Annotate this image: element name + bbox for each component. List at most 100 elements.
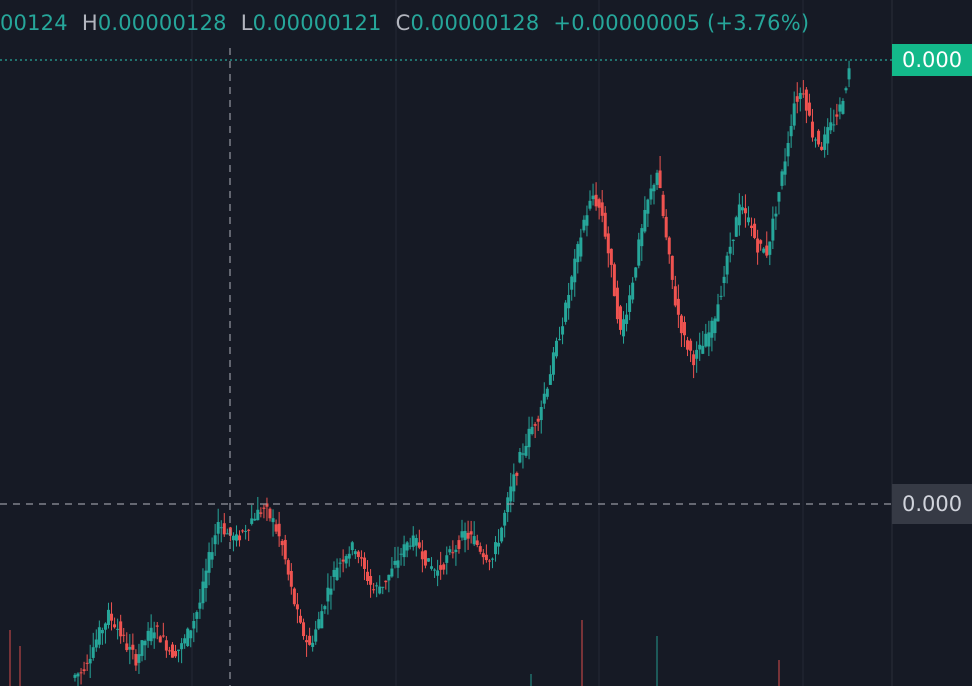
candle-body — [204, 570, 208, 589]
candle-body — [426, 558, 430, 562]
candle-body — [76, 673, 80, 677]
candle-body — [734, 217, 738, 237]
candle-body — [832, 124, 836, 126]
candle-body — [298, 615, 302, 623]
candle-body — [512, 474, 516, 492]
candle-body — [603, 212, 607, 237]
candle-body — [558, 339, 562, 341]
candle-body — [652, 184, 656, 192]
candle-body — [436, 570, 440, 576]
candle-body — [567, 294, 571, 309]
candle-body — [710, 320, 714, 338]
candle-body — [302, 622, 306, 637]
candle-body — [646, 199, 650, 214]
candle-body — [103, 623, 107, 630]
volume-bar — [778, 660, 780, 686]
candle-body — [442, 564, 446, 570]
candle-body — [122, 634, 126, 636]
candle-body — [542, 393, 546, 404]
candle-body — [618, 306, 622, 330]
candle-body — [91, 647, 95, 658]
low-label: L — [240, 11, 253, 35]
candle-body — [161, 635, 165, 637]
candle-body — [628, 295, 632, 312]
candle-body — [149, 627, 153, 642]
candle-body — [679, 315, 683, 334]
candle-body — [167, 650, 171, 652]
candle-body — [731, 239, 735, 241]
candle-body — [591, 195, 595, 200]
candle-body — [192, 621, 196, 629]
candle-body — [423, 550, 427, 566]
candle-body — [719, 295, 723, 297]
candle-body — [497, 542, 501, 547]
candle-body — [259, 512, 263, 514]
candle-body — [457, 540, 461, 549]
crosshair-price-tag: 0.000 — [892, 484, 972, 524]
candle-body — [238, 535, 242, 541]
candle-body — [686, 340, 690, 350]
candle-body — [548, 374, 552, 385]
close-label: C — [395, 11, 411, 35]
candle-body — [466, 532, 470, 539]
candle-body — [152, 632, 156, 639]
candle-body — [131, 644, 135, 650]
candle-body — [795, 96, 799, 102]
candle-body — [137, 654, 141, 663]
candle-body — [533, 424, 537, 426]
candle-body — [344, 556, 348, 564]
candle-body — [847, 68, 851, 80]
candle-body — [643, 209, 647, 232]
candle-body — [487, 560, 491, 562]
candle-body — [640, 228, 644, 247]
candle-body — [323, 606, 327, 610]
candle-body — [79, 672, 83, 674]
candle-body — [381, 586, 385, 588]
candle-body — [390, 568, 394, 577]
candle-body — [771, 218, 775, 241]
candle-body — [612, 264, 616, 297]
candle-body — [698, 344, 702, 350]
candle-body — [551, 352, 555, 375]
ohlc-legend: 00124 H0.00000128 L0.00000121 C0.00000128 +0… — [0, 8, 809, 38]
volume-bar — [530, 674, 532, 686]
candle-body — [247, 529, 251, 531]
candle-body — [164, 640, 168, 651]
candle-body — [472, 536, 476, 545]
candle-body — [579, 237, 583, 257]
candle-body — [753, 223, 757, 238]
candle-body — [234, 534, 238, 541]
candle-body — [655, 172, 659, 185]
candle-body — [460, 531, 464, 538]
candle-body — [262, 507, 266, 509]
candle-body — [576, 244, 580, 263]
candle-body — [814, 139, 818, 141]
candle-body — [335, 567, 339, 581]
candle-body — [582, 219, 586, 231]
candle-body — [515, 472, 519, 476]
candle-body — [759, 240, 763, 244]
volume-bar — [656, 636, 658, 686]
candle-body — [356, 551, 360, 557]
volume-bars — [9, 620, 780, 686]
candle-body — [420, 551, 424, 560]
candle-body — [609, 248, 613, 265]
candle-body — [387, 574, 391, 581]
candle-body — [664, 216, 668, 238]
candle-body — [768, 241, 772, 255]
candle-body — [207, 552, 211, 573]
candle-body — [804, 89, 808, 111]
candle-body — [320, 611, 324, 629]
candle-body — [402, 544, 406, 558]
low-value: 0.00000121 — [252, 11, 382, 35]
candle-body — [527, 428, 531, 448]
candle-body — [134, 654, 138, 666]
candle-body — [667, 237, 671, 255]
candle-body — [737, 204, 741, 226]
candle-body — [780, 171, 784, 186]
candle-body — [183, 638, 187, 644]
volume-bar — [581, 620, 583, 686]
candle-body — [746, 217, 750, 223]
